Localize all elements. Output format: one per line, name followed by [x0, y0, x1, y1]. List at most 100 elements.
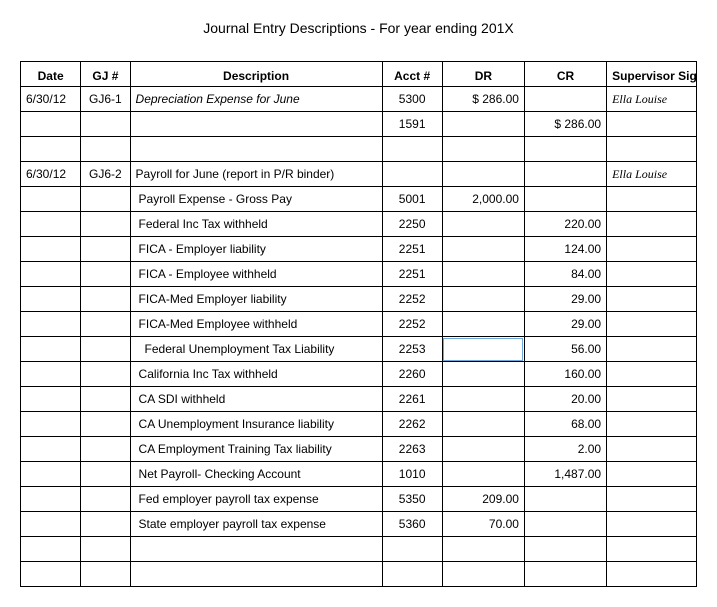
cell-acct[interactable]: 5001 — [382, 187, 442, 212]
cell-date[interactable]: 6/30/12 — [21, 87, 81, 112]
cell-description[interactable]: State employer payroll tax expense — [130, 512, 382, 537]
cell-acct[interactable] — [382, 162, 442, 187]
cell-signature[interactable] — [607, 412, 697, 437]
cell-signature[interactable]: Ella Louise — [607, 87, 697, 112]
cell-signature[interactable] — [607, 437, 697, 462]
cell-date[interactable] — [21, 412, 81, 437]
cell-acct[interactable] — [382, 137, 442, 162]
cell-acct[interactable] — [382, 537, 442, 562]
cell-description[interactable]: Federal Inc Tax withheld — [130, 212, 382, 237]
cell-acct[interactable]: 2250 — [382, 212, 442, 237]
cell-dr[interactable] — [442, 462, 524, 487]
cell-description[interactable]: FICA - Employee withheld — [130, 262, 382, 287]
cell-cr[interactable] — [524, 537, 606, 562]
cell-description[interactable]: CA Unemployment Insurance liability — [130, 412, 382, 437]
cell-cr[interactable]: 84.00 — [524, 262, 606, 287]
cell-cr[interactable]: 29.00 — [524, 312, 606, 337]
cell-cr[interactable]: 56.00 — [524, 337, 606, 362]
cell-gj[interactable] — [81, 212, 130, 237]
cell-description[interactable]: CA SDI withheld — [130, 387, 382, 412]
cell-signature[interactable] — [607, 512, 697, 537]
cell-acct[interactable]: 2253 — [382, 337, 442, 362]
cell-dr[interactable]: 209.00 — [442, 487, 524, 512]
cell-date[interactable] — [21, 287, 81, 312]
cell-signature[interactable] — [607, 212, 697, 237]
cell-signature[interactable] — [607, 337, 697, 362]
cell-date[interactable] — [21, 387, 81, 412]
cell-gj[interactable] — [81, 137, 130, 162]
cell-description[interactable]: FICA - Employer liability — [130, 237, 382, 262]
cell-gj[interactable] — [81, 537, 130, 562]
cell-signature[interactable] — [607, 487, 697, 512]
cell-date[interactable] — [21, 312, 81, 337]
cell-gj[interactable] — [81, 312, 130, 337]
cell-signature[interactable] — [607, 112, 697, 137]
cell-signature[interactable] — [607, 187, 697, 212]
cell-gj[interactable] — [81, 187, 130, 212]
cell-cr[interactable] — [524, 562, 606, 587]
cell-gj[interactable]: GJ6-1 — [81, 87, 130, 112]
cell-cr[interactable] — [524, 87, 606, 112]
cell-dr[interactable] — [442, 162, 524, 187]
cell-acct[interactable]: 2260 — [382, 362, 442, 387]
cell-gj[interactable] — [81, 387, 130, 412]
cell-cr[interactable]: 68.00 — [524, 412, 606, 437]
cell-cr[interactable]: 2.00 — [524, 437, 606, 462]
cell-signature[interactable] — [607, 537, 697, 562]
cell-gj[interactable] — [81, 262, 130, 287]
cell-cr[interactable] — [524, 512, 606, 537]
cell-acct[interactable]: 1591 — [382, 112, 442, 137]
cell-dr[interactable] — [442, 237, 524, 262]
cell-acct[interactable]: 5300 — [382, 87, 442, 112]
cell-signature[interactable] — [607, 137, 697, 162]
cell-description[interactable]: FICA-Med Employer liability — [130, 287, 382, 312]
cell-dr[interactable] — [442, 337, 524, 362]
cell-gj[interactable] — [81, 487, 130, 512]
cell-gj[interactable] — [81, 512, 130, 537]
cell-signature[interactable] — [607, 287, 697, 312]
cell-cr[interactable]: 124.00 — [524, 237, 606, 262]
cell-dr[interactable] — [442, 312, 524, 337]
cell-acct[interactable]: 2251 — [382, 237, 442, 262]
cell-gj[interactable]: GJ6-2 — [81, 162, 130, 187]
cell-date[interactable] — [21, 362, 81, 387]
cell-acct[interactable]: 2252 — [382, 287, 442, 312]
cell-cr[interactable]: $ 286.00 — [524, 112, 606, 137]
cell-date[interactable] — [21, 487, 81, 512]
cell-acct[interactable]: 2263 — [382, 437, 442, 462]
cell-dr[interactable] — [442, 562, 524, 587]
cell-signature[interactable] — [607, 362, 697, 387]
cell-gj[interactable] — [81, 412, 130, 437]
cell-signature[interactable] — [607, 462, 697, 487]
cell-cr[interactable]: 20.00 — [524, 387, 606, 412]
cell-description[interactable]: Net Payroll- Checking Account — [130, 462, 382, 487]
cell-description[interactable] — [130, 537, 382, 562]
cell-acct[interactable]: 2261 — [382, 387, 442, 412]
cell-acct[interactable]: 2251 — [382, 262, 442, 287]
cell-acct[interactable]: 1010 — [382, 462, 442, 487]
cell-cr[interactable] — [524, 162, 606, 187]
cell-description[interactable]: Depreciation Expense for June — [130, 87, 382, 112]
cell-date[interactable] — [21, 262, 81, 287]
cell-date[interactable]: 6/30/12 — [21, 162, 81, 187]
cell-signature[interactable] — [607, 312, 697, 337]
cell-description[interactable]: California Inc Tax withheld — [130, 362, 382, 387]
cell-gj[interactable] — [81, 462, 130, 487]
cell-dr[interactable] — [442, 437, 524, 462]
cell-cr[interactable] — [524, 137, 606, 162]
cell-signature[interactable] — [607, 562, 697, 587]
cell-dr[interactable]: 2,000.00 — [442, 187, 524, 212]
cell-date[interactable] — [21, 212, 81, 237]
cell-cr[interactable] — [524, 487, 606, 512]
cell-dr[interactable] — [442, 287, 524, 312]
cell-cr[interactable]: 1,487.00 — [524, 462, 606, 487]
cell-date[interactable] — [21, 562, 81, 587]
cell-cr[interactable]: 220.00 — [524, 212, 606, 237]
cell-cr[interactable] — [524, 187, 606, 212]
cell-description[interactable] — [130, 137, 382, 162]
cell-dr[interactable] — [442, 537, 524, 562]
cell-date[interactable] — [21, 112, 81, 137]
cell-signature[interactable] — [607, 387, 697, 412]
cell-dr[interactable] — [442, 212, 524, 237]
cell-description[interactable]: Fed employer payroll tax expense — [130, 487, 382, 512]
